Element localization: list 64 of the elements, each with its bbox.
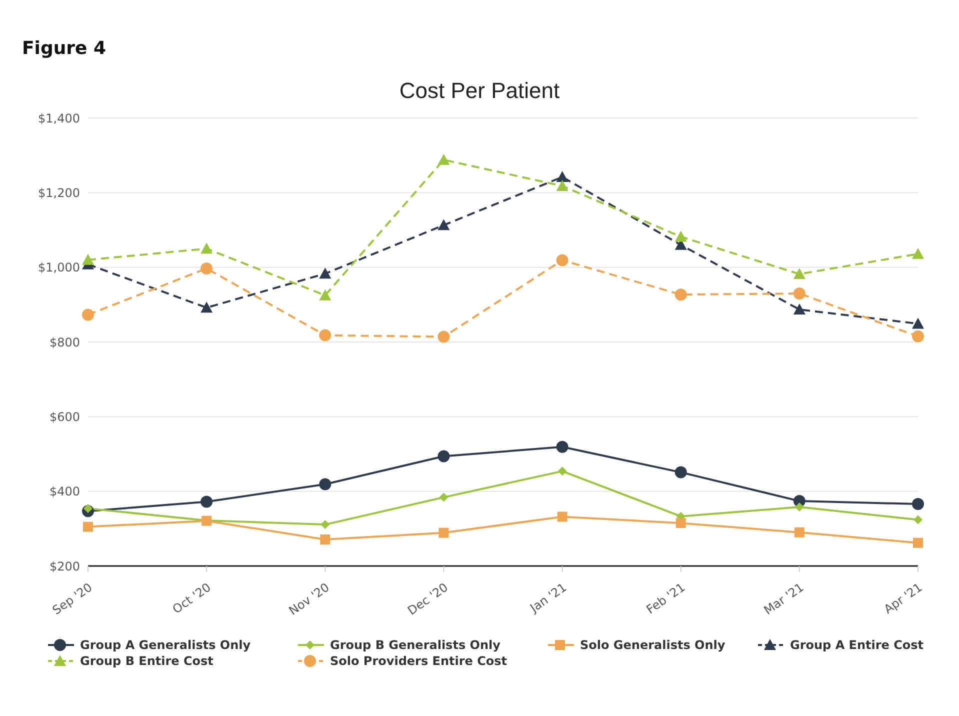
chart-title: Cost Per Patient bbox=[398, 78, 561, 104]
y-tick-label: $200 bbox=[49, 559, 80, 574]
point bbox=[912, 248, 924, 259]
point bbox=[319, 268, 332, 279]
point bbox=[319, 329, 332, 342]
legend-label: Group B Generalists Only bbox=[330, 638, 500, 652]
point bbox=[556, 170, 568, 182]
point bbox=[82, 254, 94, 265]
point bbox=[674, 230, 687, 242]
y-tick-label: $1,200 bbox=[38, 186, 80, 200]
point bbox=[438, 154, 450, 165]
x-tick-label: Apr '21 bbox=[881, 580, 925, 616]
point bbox=[674, 466, 687, 478]
point bbox=[82, 308, 94, 321]
point bbox=[912, 498, 924, 510]
point bbox=[793, 268, 806, 280]
point bbox=[912, 330, 924, 342]
point bbox=[914, 515, 922, 524]
x-tick-label: Feb '21 bbox=[644, 580, 688, 617]
legend-label: Solo Providers Entire Cost bbox=[330, 654, 508, 668]
point bbox=[438, 219, 450, 230]
point bbox=[438, 528, 449, 538]
legend-label: Group B Entire Cost bbox=[80, 654, 214, 668]
y-tick-label: $1,000 bbox=[38, 260, 80, 275]
point bbox=[793, 287, 806, 300]
x-tick-label: Jan '21 bbox=[526, 580, 570, 616]
point bbox=[200, 496, 213, 508]
point bbox=[912, 318, 924, 329]
y-tick-label: $600 bbox=[49, 410, 80, 424]
x-tick-label: Sep '20 bbox=[50, 580, 95, 618]
x-tick-label: Dec '20 bbox=[405, 580, 450, 618]
point bbox=[83, 522, 93, 532]
point bbox=[556, 180, 568, 191]
legend-label: Solo Generalists Only bbox=[580, 638, 726, 652]
point bbox=[676, 518, 686, 528]
point bbox=[674, 288, 687, 301]
point bbox=[439, 492, 448, 502]
point bbox=[556, 254, 568, 266]
point bbox=[793, 304, 806, 315]
legend-label: Group A Generalists Only bbox=[80, 638, 251, 652]
point bbox=[794, 502, 804, 512]
caption: Figure 4 bbox=[22, 38, 106, 59]
point bbox=[200, 242, 213, 254]
point bbox=[319, 289, 332, 300]
point bbox=[319, 478, 332, 490]
point bbox=[558, 466, 567, 476]
point bbox=[84, 504, 92, 514]
x-tick-label: Mar '21 bbox=[761, 580, 806, 618]
point bbox=[557, 512, 568, 522]
point bbox=[794, 527, 804, 538]
y-tick-label: $800 bbox=[49, 335, 80, 350]
point bbox=[913, 538, 923, 548]
point bbox=[438, 330, 450, 343]
point bbox=[200, 302, 213, 313]
legend-label: Group A Entire Cost bbox=[790, 638, 924, 652]
y-tick-label: $1,400 bbox=[38, 111, 80, 126]
point bbox=[320, 534, 330, 544]
point bbox=[320, 520, 330, 530]
point bbox=[438, 450, 450, 462]
y-tick-label: $400 bbox=[49, 484, 80, 499]
x-tick-label: Nov '20 bbox=[286, 580, 332, 618]
x-tick-label: Oct '20 bbox=[170, 580, 214, 616]
point bbox=[200, 262, 213, 274]
point bbox=[556, 440, 568, 453]
